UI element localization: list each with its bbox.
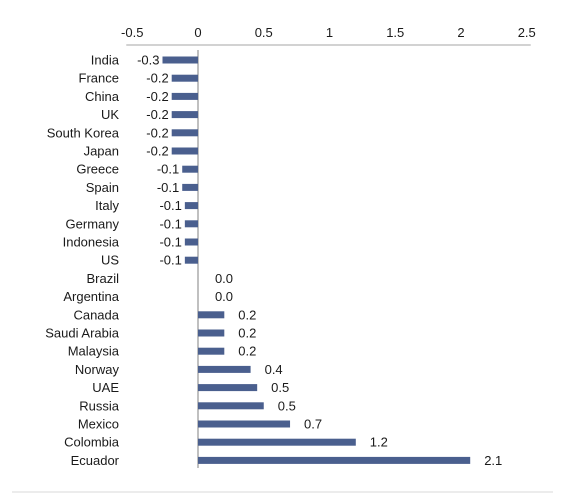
category-label: Italy [95,198,119,213]
data-label: -0.2 [146,89,168,104]
data-label: 0.5 [271,380,289,395]
category-label: Indonesia [63,235,120,250]
bar [198,311,225,319]
bar [198,438,356,446]
category-label: Colombia [64,435,120,450]
bar [198,456,471,464]
x-tick-label: 1 [326,25,333,40]
category-label: Germany [66,216,120,231]
bar [182,183,198,191]
data-label: 0.2 [238,326,256,341]
data-label: -0.1 [159,198,181,213]
data-label: -0.1 [159,235,181,250]
category-label: Mexico [78,417,119,432]
category-label: Greece [76,162,119,177]
bar [184,220,198,228]
category-label: UAE [92,380,119,395]
category-label: Norway [75,362,120,377]
bar [171,74,198,82]
data-label: -0.2 [146,125,168,140]
data-label: 0.5 [278,398,296,413]
data-label: 0.7 [304,417,322,432]
data-label: 0.0 [215,271,233,286]
category-label: UK [101,107,119,122]
data-label: 2.1 [484,453,502,468]
category-label: Argentina [63,289,119,304]
data-label: 0.4 [265,362,283,377]
category-label: Canada [73,307,119,322]
x-axis: -0.5 0 0.5 1 1.5 2 2.5 [121,25,536,468]
data-label: -0.1 [159,216,181,231]
data-label: 0.0 [215,289,233,304]
bar [171,92,198,100]
x-tick-label: -0.5 [121,25,143,40]
bar [198,402,264,410]
category-label: China [85,89,120,104]
data-label: -0.3 [137,53,159,68]
data-label: -0.2 [146,107,168,122]
category-label: France [79,71,119,86]
category-label: India [91,53,120,68]
category-label: Russia [79,398,120,413]
category-label: Ecuador [71,453,120,468]
bar [198,329,225,337]
bar [198,347,225,355]
bar [182,165,198,173]
bar [171,111,198,119]
category-label: Japan [84,144,119,159]
data-label: -0.2 [146,144,168,159]
bar [198,420,291,428]
data-label: 1.2 [370,435,388,450]
bar [184,238,198,246]
data-label: -0.1 [157,180,179,195]
bar [184,256,198,264]
bar [198,384,258,392]
category-label: Brazil [86,271,119,286]
bar [184,202,198,210]
bar [171,129,198,137]
category-labels: India France China UK South Korea Japan Greece… [45,53,120,468]
bar [171,147,198,155]
category-label: Saudi Arabia [45,326,119,341]
x-tick-label: 2 [457,25,464,40]
category-label: Malaysia [68,344,120,359]
data-label: 0.2 [238,307,256,322]
x-tick-label: 0 [194,25,201,40]
bar [198,365,251,373]
category-label: US [101,253,119,268]
data-labels: -0.3 -0.2 -0.2 -0.2 -0.2 -0.2 -0.1 -0.1 -0.1 -0.1… [137,53,502,468]
category-label: South Korea [47,125,120,140]
data-label: 0.2 [238,344,256,359]
category-label: Spain [86,180,119,195]
bar [162,56,198,64]
data-label: -0.1 [157,162,179,177]
x-tick-label: 2.5 [518,25,536,40]
data-label: -0.1 [159,253,181,268]
bars [162,56,471,464]
data-label: -0.2 [146,71,168,86]
x-tick-label: 0.5 [255,25,273,40]
x-tick-label: 1.5 [386,25,404,40]
